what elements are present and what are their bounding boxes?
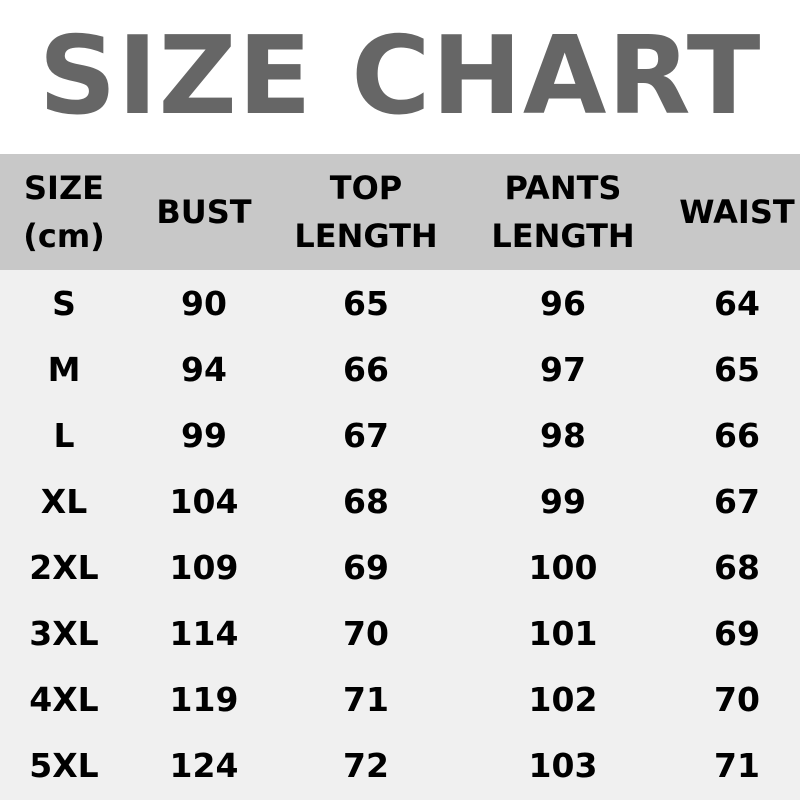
table-cell: 100 (528, 548, 598, 587)
column-header-line: WAIST (679, 193, 795, 231)
table-cell: 70 (714, 680, 760, 719)
size-label: 5XL (29, 746, 99, 785)
size-label: 4XL (29, 680, 99, 719)
column-header-line: LENGTH (491, 217, 635, 255)
table-cell: 97 (540, 350, 586, 389)
column-header-line: LENGTH (294, 217, 438, 255)
table-cell: 114 (169, 614, 239, 653)
table-cell: 94 (181, 350, 227, 389)
size-label: XL (40, 482, 88, 521)
table-cell: 99 (540, 482, 586, 521)
table-cell: 72 (343, 746, 389, 785)
table-cell: 119 (169, 680, 239, 719)
size-label: 3XL (29, 614, 99, 653)
column-header: SIZE (cm) (23, 164, 105, 260)
table-cell: 67 (714, 482, 760, 521)
table-cell: 71 (714, 746, 760, 785)
table-cell: 99 (181, 416, 227, 455)
table-cell: 71 (343, 680, 389, 719)
table-cell: 104 (169, 482, 239, 521)
table-cell: 69 (714, 614, 760, 653)
table-cell: 66 (343, 350, 389, 389)
column-header-line: BUST (156, 193, 252, 231)
column-header: WAIST (679, 188, 794, 236)
table-cell: 101 (528, 614, 598, 653)
column-header-line: SIZE (23, 169, 104, 207)
column-header: BUST (156, 188, 251, 236)
size-label: L (53, 416, 75, 455)
size-label: S (52, 284, 76, 323)
column-header: TOP LENGTH (294, 164, 437, 260)
table-cell: 68 (343, 482, 389, 521)
size-label: 2XL (29, 548, 99, 587)
table-cell: 109 (169, 548, 239, 587)
table-cell: 65 (714, 350, 760, 389)
table-cell: 68 (714, 548, 760, 587)
column-header: PANTS LENGTH (491, 164, 634, 260)
table-cell: 65 (343, 284, 389, 323)
table-cell: 70 (343, 614, 389, 653)
table-cell: 66 (714, 416, 760, 455)
table-body (0, 270, 800, 800)
table-header (0, 154, 800, 270)
table-cell: 124 (169, 746, 239, 785)
table-cell: 103 (528, 746, 598, 785)
table-cell: 64 (714, 284, 760, 323)
table-cell: 96 (540, 284, 586, 323)
column-header-line: (cm) (23, 217, 105, 255)
table-cell: 98 (540, 416, 586, 455)
table-cell: 90 (181, 284, 227, 323)
column-header-line: PANTS (504, 169, 622, 207)
table-cell: 69 (343, 548, 389, 587)
page-title: SIZE CHART (38, 14, 762, 139)
table-cell: 102 (528, 680, 598, 719)
size-label: M (47, 350, 81, 389)
table-cell: 67 (343, 416, 389, 455)
column-header-line: TOP (329, 169, 403, 207)
